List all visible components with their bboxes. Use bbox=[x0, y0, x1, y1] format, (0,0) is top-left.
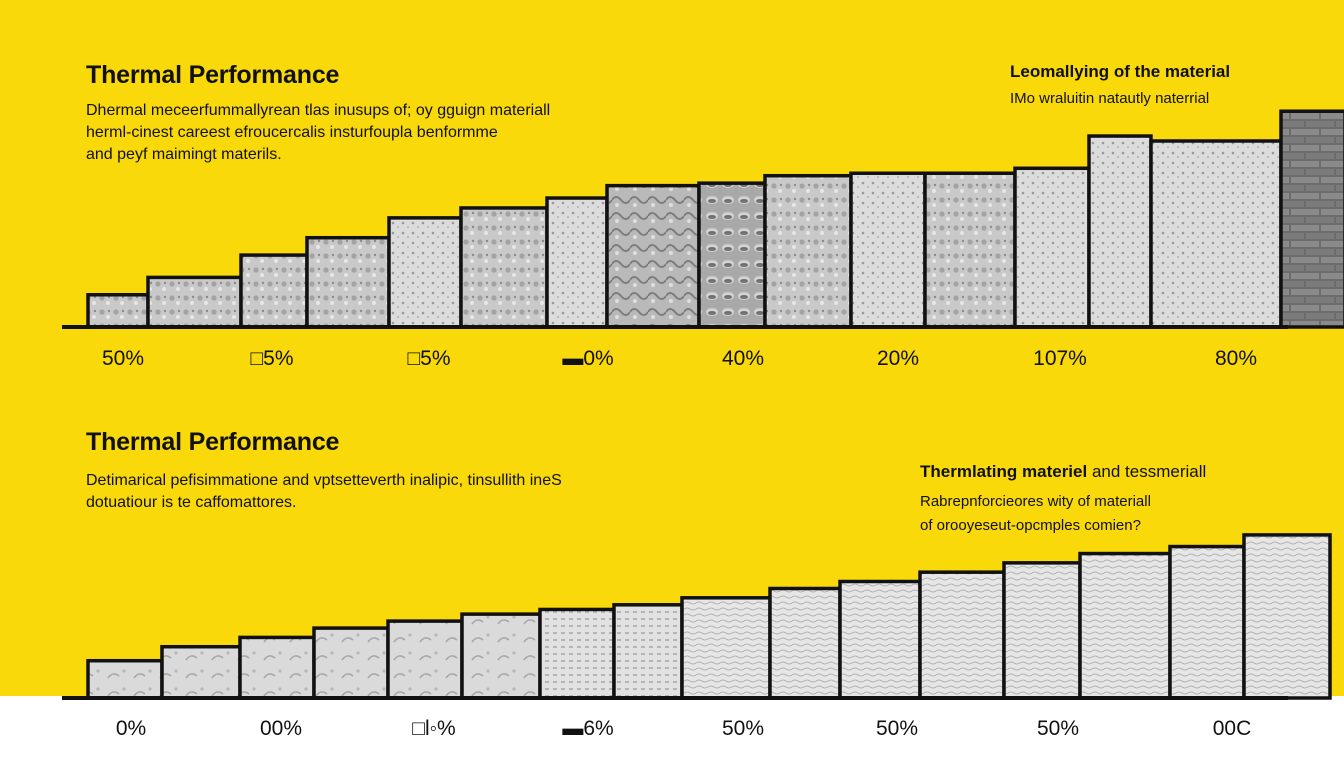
bar bbox=[86, 293, 150, 329]
bar bbox=[538, 607, 616, 700]
bar bbox=[160, 644, 242, 700]
bar bbox=[386, 619, 464, 700]
description-line: herml-cinest careest efroucercalis instu… bbox=[86, 124, 498, 141]
x-tick-label: 00C bbox=[1213, 717, 1252, 740]
description-line: dotuatiour is te caffomattores. bbox=[86, 494, 297, 511]
x-tick-label: 50% bbox=[876, 717, 918, 740]
bar bbox=[1087, 134, 1153, 329]
x-tick-label: □l◦% bbox=[412, 717, 455, 740]
bar bbox=[239, 253, 309, 329]
panel-1-side-title: Leomallying of the material bbox=[1010, 62, 1231, 81]
x-tick-label: 50% bbox=[102, 347, 144, 370]
panel-1-description: Dhermal meceerfummallyrean tlas inusups … bbox=[86, 100, 550, 166]
bar bbox=[146, 275, 243, 329]
description-line: Dhermal meceerfummallyrean tlas inusups … bbox=[86, 102, 551, 119]
x-tick-label: 50% bbox=[1037, 717, 1079, 740]
bar bbox=[1149, 139, 1283, 329]
bar bbox=[680, 596, 772, 700]
x-tick-label: 80% bbox=[1215, 347, 1257, 370]
panel-2-description: Detimarical pefisimmatione and vptsettev… bbox=[86, 470, 562, 514]
bar bbox=[838, 579, 922, 700]
bar bbox=[923, 171, 1017, 329]
panel-2-side-title: Thermlating materiel bbox=[920, 462, 1088, 481]
bar bbox=[763, 173, 853, 329]
bar bbox=[387, 216, 463, 329]
bar bbox=[86, 658, 164, 700]
bar bbox=[459, 206, 549, 329]
x-tick-label: 107% bbox=[1033, 347, 1087, 370]
bar bbox=[460, 612, 542, 700]
bar bbox=[918, 570, 1006, 700]
description-line: Rabrepnforcieores wity of materiall bbox=[920, 493, 1151, 510]
bar bbox=[305, 235, 391, 329]
bar bbox=[605, 183, 701, 329]
panel-2-title: Thermal Performance bbox=[86, 428, 340, 456]
bar bbox=[1242, 533, 1332, 700]
bar bbox=[1002, 561, 1082, 700]
x-tick-label: □5% bbox=[407, 347, 450, 370]
x-tick-label: 50% bbox=[722, 717, 764, 740]
chart-top: 50% □5% □5% ▬0% 40% 20% 107% 80% bbox=[62, 109, 1344, 370]
panel-1-side-description: IMo wraluitin natautly naterrial bbox=[1010, 90, 1210, 107]
bar bbox=[849, 171, 927, 329]
x-tick-label: 40% bbox=[722, 347, 764, 370]
bar bbox=[312, 626, 390, 700]
description-line: Detimarical pefisimmatione and vptsettev… bbox=[86, 472, 562, 489]
x-tick-label: 00% bbox=[260, 717, 302, 740]
panel-1-title: Thermal Performance bbox=[86, 61, 340, 89]
bar bbox=[545, 196, 609, 329]
bar bbox=[697, 181, 767, 329]
bar bbox=[1279, 109, 1344, 329]
panel-2-side-title-row: Thermlating materiel and tessmeriall bbox=[920, 462, 1206, 482]
panel-2-side-description: Rabrepnforcieores wity of materiall of o… bbox=[920, 490, 1151, 538]
x-tick-label: ▬0% bbox=[562, 347, 613, 370]
x-tick-label: 20% bbox=[877, 347, 919, 370]
description-line: of orooyeseut-opcmples comien? bbox=[920, 517, 1141, 534]
panel-2-side-title-suffix: and tessmeriall bbox=[1087, 462, 1207, 481]
description-line: and peyf maimingt materils. bbox=[86, 146, 282, 163]
chart-bottom: 0% 00% □l◦% ▬6% 50% 50% 50% 00C bbox=[62, 533, 1332, 740]
bar bbox=[612, 603, 684, 700]
bar bbox=[1013, 166, 1091, 329]
bar bbox=[768, 586, 842, 700]
bar bbox=[1078, 551, 1172, 700]
x-tick-label: □5% bbox=[250, 347, 293, 370]
x-tick-label: ▬6% bbox=[562, 717, 613, 740]
bar bbox=[1168, 544, 1246, 700]
x-tick-label: 0% bbox=[116, 717, 146, 740]
bar bbox=[238, 635, 316, 700]
